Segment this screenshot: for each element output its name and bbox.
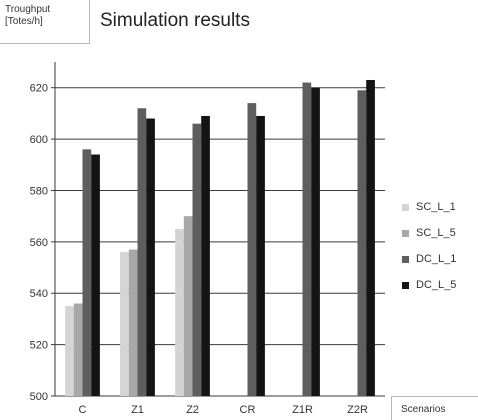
bar-z1r-dc-l-1	[302, 82, 312, 397]
bar-cr-dc-l-1	[247, 103, 257, 396]
y-axis-label-line-1: Troughput	[5, 4, 51, 15]
legend-label: SC_L_5	[416, 227, 456, 239]
y-tick-label: 600	[30, 134, 48, 146]
x-tick-label: Z2R	[347, 404, 368, 416]
y-tick-label: 540	[30, 288, 48, 300]
bar-c-dc-l-5	[91, 154, 100, 396]
legend-swatch	[402, 281, 409, 289]
x-tick-label: Z2	[186, 404, 199, 416]
y-tick-label: 620	[30, 83, 48, 95]
y-axis-label-line-2: [Totes/h]	[5, 16, 43, 27]
legend-item: SC_L_5	[402, 220, 478, 246]
bar-c-sc-l-5	[73, 303, 83, 396]
bar-z2-sc-l-5	[183, 216, 193, 396]
legend-swatch	[402, 255, 409, 263]
bar-z2-dc-l-1	[192, 123, 202, 397]
y-axis-label: Troughput [Totes/h]	[0, 0, 90, 44]
legend-item: DC_L_5	[402, 272, 478, 298]
legend-swatch	[402, 203, 409, 211]
legend: SC_L_1 SC_L_5 DC_L_1 DC_L_5	[402, 194, 478, 298]
bar-z2r-dc-l-1	[357, 90, 367, 396]
y-tick-label: 580	[30, 185, 48, 197]
bar-z1-dc-l-1	[137, 108, 147, 396]
legend-label: SC_L_1	[416, 201, 456, 213]
bar-z2-dc-l-5	[201, 115, 210, 396]
y-tick-label: 500	[30, 391, 48, 403]
x-tick-label: Z1R	[292, 404, 313, 416]
legend-swatch	[402, 229, 409, 237]
x-axis-label: Scenarios	[391, 396, 478, 420]
legend-item: SC_L_1	[402, 194, 478, 220]
bar-z1-sc-l-5	[128, 249, 138, 396]
bar-z2r-dc-l-5	[366, 79, 375, 396]
bar-z2-sc-l-1	[175, 229, 184, 396]
chart-title: Simulation results	[100, 10, 250, 31]
bar-c-dc-l-1	[82, 149, 92, 396]
bar-cr-dc-l-5	[256, 115, 265, 396]
bar-c-sc-l-1	[65, 306, 74, 396]
x-tick-label: Z1	[131, 404, 144, 416]
bar-z1-sc-l-1	[120, 252, 129, 396]
legend-item: DC_L_1	[402, 246, 478, 272]
bar-z1-dc-l-5	[146, 118, 155, 397]
legend-label: DC_L_1	[416, 253, 457, 265]
x-tick-label: CR	[240, 404, 256, 416]
y-tick-label: 560	[30, 237, 48, 249]
x-tick-label: C	[79, 404, 87, 416]
y-tick-label: 520	[30, 340, 48, 352]
bar-z1r-dc-l-5	[311, 87, 320, 396]
legend-label: DC_L_5	[416, 279, 457, 291]
